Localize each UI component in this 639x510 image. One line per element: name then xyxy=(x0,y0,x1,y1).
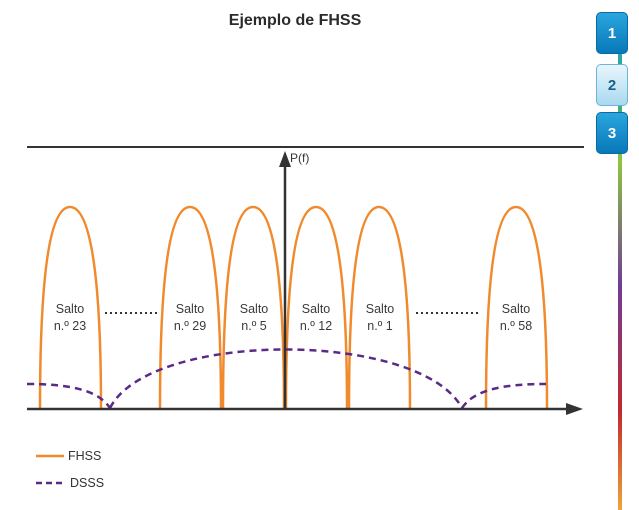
fhss-lobe-1 xyxy=(347,205,412,410)
hop-label-29-line2: n.º 29 xyxy=(174,319,206,333)
dsss-right-sidelobe xyxy=(460,382,547,409)
fhss-lobe-29 xyxy=(158,205,223,410)
fhss-lobe-5 xyxy=(221,205,286,410)
hop-label-12-line1: Salto xyxy=(302,302,331,316)
fhss-lobe-58 xyxy=(484,205,549,410)
x-axis-arrowhead xyxy=(566,403,583,415)
hop-label-5-line2: n.º 5 xyxy=(241,319,266,333)
hop-label-58-line1: Salto xyxy=(502,302,531,316)
side-navigation: 1 2 3 xyxy=(593,12,631,510)
fhss-diagram: P(f) Salto n.º 23 Salto n.º 29 Salto n.º… xyxy=(26,146,584,490)
hop-label-12-line2: n.º 12 xyxy=(300,319,332,333)
hop-label-5-line1: Salto xyxy=(240,302,269,316)
hop-label-58-line2: n.º 58 xyxy=(500,319,532,333)
hop-label-23-line2: n.º 23 xyxy=(54,319,86,333)
nav-button-2[interactable]: 2 xyxy=(596,64,628,106)
hop-label-1-line1: Salto xyxy=(366,302,395,316)
nav-button-1[interactable]: 1 xyxy=(596,12,628,54)
hop-label-29-line1: Salto xyxy=(176,302,205,316)
hop-label-1-line2: n.º 1 xyxy=(367,319,392,333)
dsss-left-sidelobe xyxy=(26,382,112,409)
nav-rail-line xyxy=(618,12,622,510)
fhss-lobe-23 xyxy=(38,205,103,410)
diagram-title: Ejemplo de FHSS xyxy=(228,12,362,29)
legend-dsss-label: DSSS xyxy=(70,476,104,490)
legend-fhss-label: FHSS xyxy=(68,449,101,463)
power-axis-label: P(f) xyxy=(290,151,309,165)
fhss-lobe-12 xyxy=(284,205,349,410)
nav-button-3[interactable]: 3 xyxy=(596,112,628,154)
dsss-curve xyxy=(26,348,547,409)
legend: FHSS DSSS xyxy=(36,449,104,490)
fhss-lobes xyxy=(38,205,549,410)
y-axis-arrowhead xyxy=(279,151,291,167)
hop-label-23-line1: Salto xyxy=(56,302,85,316)
dsss-main-lobe xyxy=(108,348,464,409)
